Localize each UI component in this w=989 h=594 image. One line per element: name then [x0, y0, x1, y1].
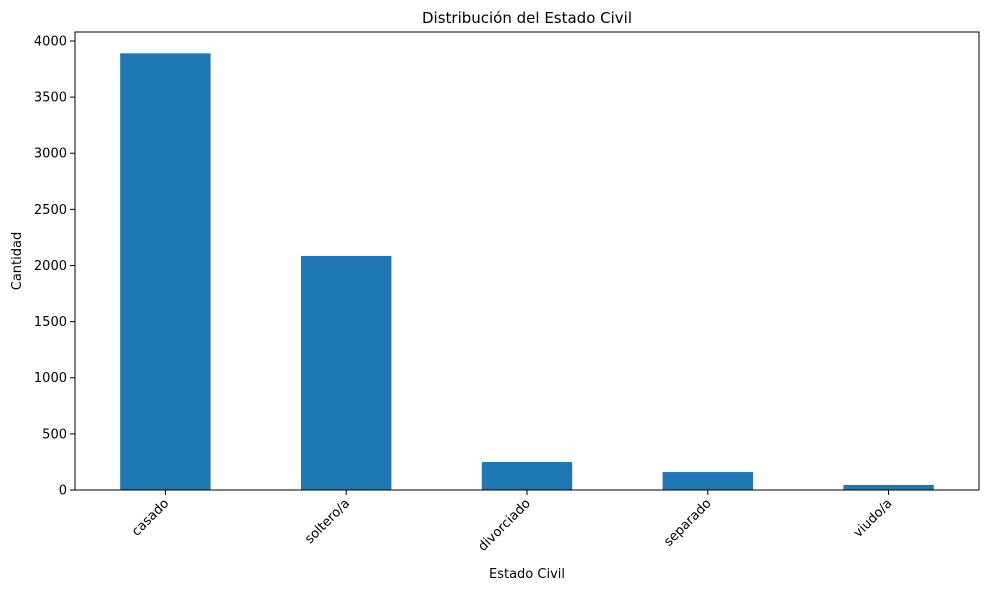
y-tick-label: 2500 [34, 203, 67, 218]
x-axis-ticks: casado soltero/a divorciado separado viudo/a [129, 490, 895, 555]
x-tick-label: soltero/a [302, 496, 353, 547]
y-tick-label: 3000 [34, 147, 67, 162]
bars-layer [120, 53, 934, 490]
bar-divorciado [481, 461, 573, 490]
y-tick-label: 1000 [34, 371, 67, 386]
x-axis-title: Estado Civil [489, 567, 565, 582]
y-tick-label: 2000 [34, 259, 67, 274]
bar-separado [662, 472, 753, 490]
bar-viudo-a [843, 484, 934, 490]
bar-soltero-a [301, 255, 392, 490]
x-tick-label: viudo/a [851, 496, 896, 541]
chart-title: Distribución del Estado Civil [422, 9, 632, 27]
x-tick-label: casado [129, 496, 172, 539]
x-tick-label: divorciado [475, 496, 533, 554]
y-tick-label: 3500 [34, 91, 67, 106]
y-tick-label: 0 [59, 484, 67, 499]
y-axis-ticks: 0 500 1000 1500 2000 2500 3000 3500 4000 [34, 34, 75, 499]
y-axis-title: Cantidad [10, 232, 25, 290]
y-tick-label: 4000 [34, 34, 67, 49]
bar-casado [120, 53, 211, 490]
y-tick-label: 1500 [34, 315, 67, 330]
x-tick-label: separado [661, 496, 714, 549]
y-tick-label: 500 [42, 427, 67, 442]
